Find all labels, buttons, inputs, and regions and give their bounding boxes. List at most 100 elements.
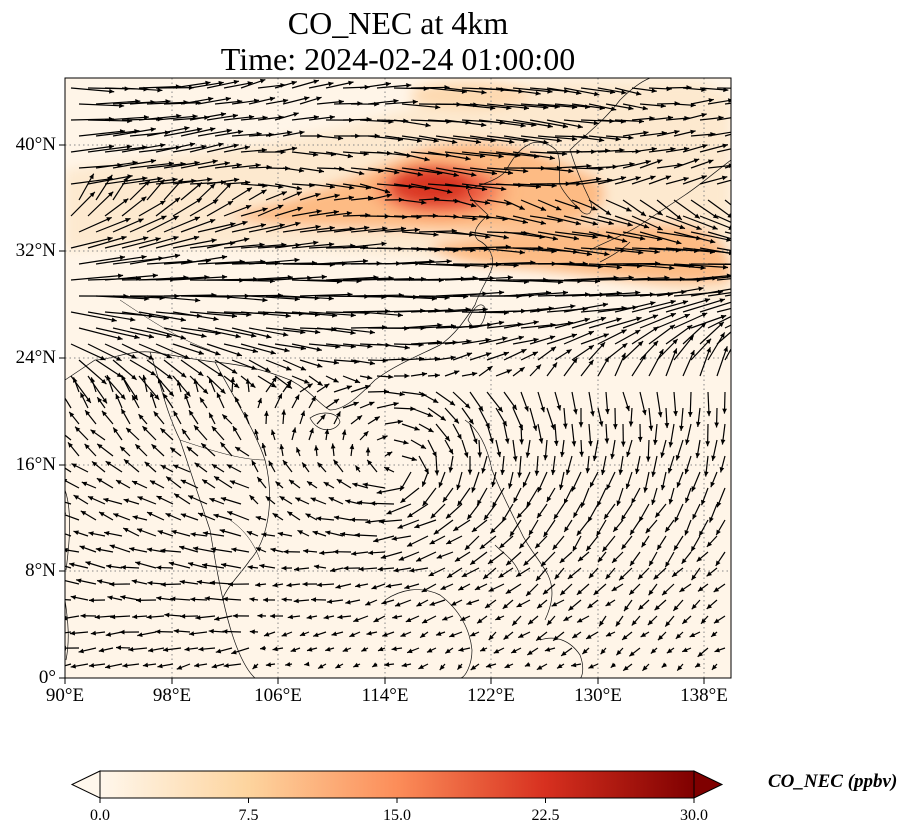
wind-arrow — [588, 663, 599, 669]
wind-arrow — [163, 327, 207, 339]
wind-arrow — [257, 375, 277, 388]
wind-arrow — [724, 324, 731, 329]
wind-arrow — [393, 373, 410, 379]
wind-arrow — [112, 359, 137, 381]
wind-arrow — [282, 130, 305, 137]
wind-arrow — [308, 311, 356, 318]
wind-arrow — [376, 435, 388, 441]
wind-arrow — [367, 550, 386, 556]
colorbar-extend-high — [693, 770, 724, 799]
wind-arrow — [106, 564, 123, 569]
wind-arrow — [326, 599, 344, 604]
wind-arrow — [304, 661, 310, 667]
wind-arrow — [459, 615, 471, 622]
wind-arrow — [96, 579, 114, 585]
wind-arrow — [690, 288, 731, 297]
wind-arrow — [486, 103, 530, 111]
wind-arrow — [138, 200, 166, 217]
wind-arrow — [155, 235, 200, 249]
wind-arrow — [552, 535, 565, 551]
wind-arrow — [581, 647, 590, 655]
wind-arrow — [537, 167, 574, 174]
wind-arrow — [716, 87, 731, 89]
wind-arrow — [707, 292, 731, 297]
wind-arrow — [249, 597, 259, 602]
wind-arrow — [698, 519, 709, 537]
wind-arrow — [631, 215, 664, 231]
wind-arrow — [69, 562, 89, 569]
wind-arrow — [489, 519, 505, 534]
wind-arrow — [365, 447, 371, 457]
wind-arrow — [714, 407, 720, 428]
wind-arrow — [695, 439, 701, 459]
wind-arrow — [668, 423, 675, 448]
wind-arrow — [206, 143, 239, 153]
wind-arrow — [401, 231, 439, 237]
wind-arrow — [135, 561, 157, 569]
wind-arrow — [620, 423, 626, 447]
wind-arrow — [444, 87, 487, 95]
wind-arrow — [112, 158, 157, 169]
wind-arrow — [260, 645, 267, 651]
wind-arrow — [628, 583, 641, 596]
wind-arrow — [664, 519, 675, 533]
wind-arrow — [96, 396, 106, 409]
wind-arrow — [684, 455, 692, 475]
wind-arrow — [700, 615, 709, 625]
wind-arrow — [104, 236, 149, 249]
wind-arrow — [444, 215, 478, 221]
wind-arrow — [209, 497, 225, 505]
wind-arrow — [70, 311, 117, 323]
wind-arrow — [471, 471, 480, 493]
wind-arrow — [134, 443, 148, 457]
wind-arrow — [495, 215, 529, 225]
wind-arrow — [690, 199, 719, 219]
wind-arrow — [647, 615, 658, 626]
wind-arrow — [554, 348, 572, 361]
wind-arrow — [131, 480, 148, 489]
wind-arrow — [200, 442, 216, 457]
wind-arrow — [265, 130, 293, 137]
wind-arrow — [572, 535, 582, 552]
wind-arrow — [281, 597, 293, 602]
wind-arrow — [333, 225, 370, 233]
wind-arrow — [707, 263, 731, 265]
wind-arrow — [274, 240, 319, 249]
wind-arrow — [291, 375, 310, 384]
wind-arrow — [359, 401, 375, 409]
wind-arrow — [376, 487, 403, 495]
wind-arrow — [120, 408, 131, 425]
wind-arrow — [272, 512, 284, 521]
wind-arrow — [486, 167, 529, 174]
wind-arrow — [724, 199, 731, 206]
wind-arrow — [452, 290, 505, 297]
wind-arrow — [214, 220, 248, 233]
wind-arrow — [563, 247, 610, 257]
wind-arrow — [138, 235, 179, 249]
wind-arrow — [457, 583, 471, 591]
wind-arrow — [563, 519, 573, 533]
wind-arrow — [81, 481, 97, 489]
wind-arrow — [444, 183, 488, 192]
wind-arrow — [563, 119, 599, 126]
wind-arrow — [146, 215, 179, 233]
wind-arrow — [274, 80, 297, 89]
wind-arrow — [520, 199, 547, 211]
wind-arrow — [597, 329, 627, 345]
wind-arrow — [493, 647, 505, 654]
wind-arrow — [325, 375, 339, 383]
wind-arrow — [301, 462, 310, 473]
wind-arrow — [189, 142, 224, 153]
wind-arrow — [656, 391, 663, 418]
wind-arrow — [189, 375, 209, 395]
wind-arrow — [131, 394, 140, 409]
wind-arrow — [654, 503, 667, 518]
wind-arrow — [410, 439, 427, 450]
wind-arrow — [614, 301, 656, 313]
wind-arrow — [660, 439, 667, 458]
wind-arrow — [567, 567, 582, 580]
wind-arrow — [274, 393, 283, 409]
wind-arrow — [125, 427, 140, 441]
wind-arrow — [189, 112, 227, 121]
